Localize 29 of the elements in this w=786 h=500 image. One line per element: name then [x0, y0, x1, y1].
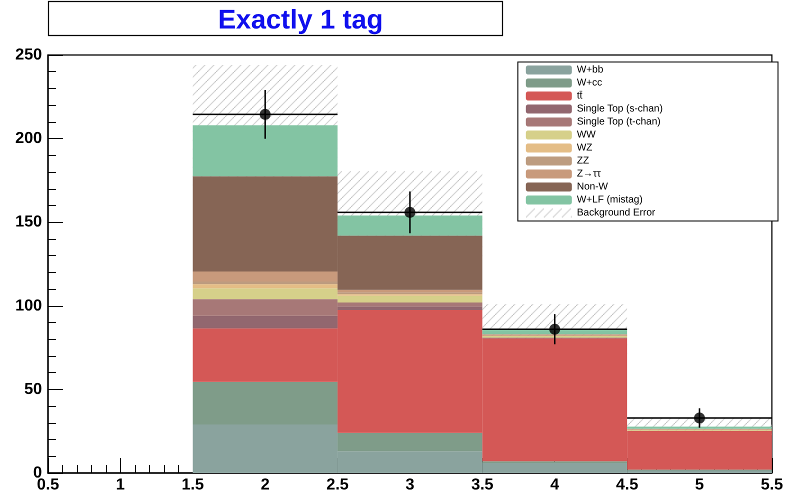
legend-label: tt̄ — [576, 90, 583, 102]
legend-label: W+bb — [576, 64, 604, 76]
legend-label: WW — [576, 130, 596, 140]
chart-title: Exactly 1 tag — [218, 4, 384, 34]
legend-label: Single Top (s-chan) — [576, 104, 663, 114]
x-tick-label: 2.5 — [326, 476, 349, 494]
x-tick-label: 4 — [550, 476, 560, 494]
y-tick-label: 200 — [15, 130, 42, 148]
legend-label: Background Error — [576, 208, 656, 218]
x-tick-label: 2 — [260, 476, 270, 494]
legend-label: W+LF (mistag) — [576, 194, 643, 206]
legend-label: Non-W — [576, 182, 609, 192]
x-tick-label: 1.5 — [182, 476, 204, 494]
y-tick-label: 150 — [15, 214, 42, 231]
legend-label: ZZ — [576, 156, 590, 166]
x-tick-label: 0.5 — [36, 476, 60, 494]
y-tick-label: 100 — [15, 297, 42, 314]
x-tick-label: 5 — [695, 476, 704, 494]
y-tick-label: 50 — [24, 380, 42, 398]
legend-label: WZ — [576, 142, 592, 154]
x-tick-label: 4.5 — [616, 476, 638, 494]
x-tick-label: 3.5 — [471, 476, 494, 494]
y-tick-label: 250 — [15, 46, 42, 64]
x-tick-label: 3 — [405, 476, 414, 494]
legend-label: Single Top (t-chan) — [576, 116, 661, 128]
legend-label: W+cc — [576, 78, 602, 88]
x-tick-label: 5.5 — [760, 476, 784, 494]
legend-label: Z→ττ — [576, 168, 601, 180]
x-tick-label: 1 — [116, 476, 125, 494]
